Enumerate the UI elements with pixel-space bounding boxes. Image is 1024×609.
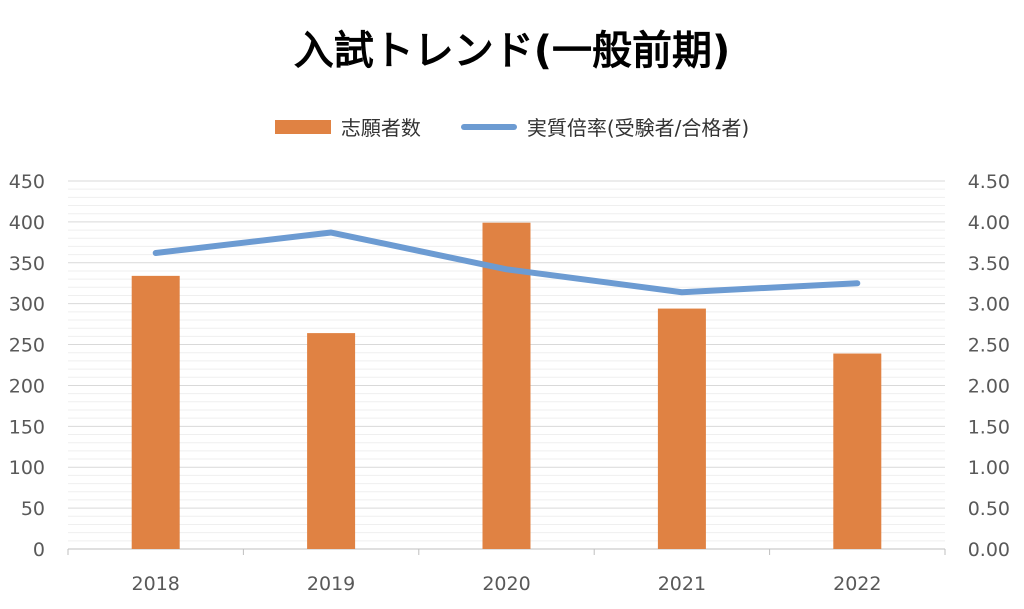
bar-applicants	[833, 353, 882, 549]
y-right-tick-label: 1.00	[968, 457, 1010, 479]
y-left-tick-label: 150	[9, 416, 45, 438]
bar-applicants	[482, 222, 531, 549]
y-left-tick-label: 50	[21, 498, 45, 520]
y-right-tick-label: 4.50	[968, 171, 1010, 193]
x-tick-label: 2020	[482, 573, 530, 595]
y-left-tick-label: 100	[9, 457, 45, 479]
y-right-tick-label: 3.50	[968, 253, 1010, 275]
legend-item-applicants: 志願者数	[274, 112, 421, 141]
x-tick-label: 2018	[132, 573, 180, 595]
y-left-tick-label: 200	[9, 375, 45, 397]
y-right-tick-label: 3.00	[968, 294, 1010, 316]
y-right-tick-label: 4.00	[968, 212, 1010, 234]
y-right-tick-label: 0.50	[968, 498, 1010, 520]
y-left-tick-label: 300	[9, 294, 45, 316]
y-right-tick-label: 2.00	[968, 375, 1010, 397]
x-tick-label: 2019	[307, 573, 355, 595]
y-left-tick-label: 350	[9, 253, 45, 275]
y-left-tick-label: 0	[33, 539, 45, 561]
bar-applicants	[131, 275, 180, 549]
y-right-tick-label: 0.00	[968, 539, 1010, 561]
y-right-tick-label: 2.50	[968, 335, 1010, 357]
bar-applicants	[657, 308, 706, 549]
legend-swatch-line	[460, 123, 517, 130]
x-tick-label: 2021	[658, 573, 706, 595]
y-left-tick-label: 450	[9, 171, 45, 193]
y-right-tick-label: 1.50	[968, 416, 1010, 438]
y-left-tick-label: 250	[9, 335, 45, 357]
y-left-tick-label: 400	[9, 212, 45, 234]
legend-swatch-bar	[274, 119, 331, 134]
legend: 志願者数 実質倍率(受験者/合格者)	[0, 112, 1024, 141]
legend-label-applicants: 志願者数	[340, 116, 421, 140]
x-tick-label: 2022	[833, 573, 881, 595]
bar-applicants	[307, 333, 356, 549]
legend-item-ratio: 実質倍率(受験者/合格者)	[460, 112, 750, 141]
chart-title: 入試トレンド(一般前期)	[293, 28, 731, 74]
legend-label-ratio: 実質倍率(受験者/合格者)	[526, 116, 750, 140]
